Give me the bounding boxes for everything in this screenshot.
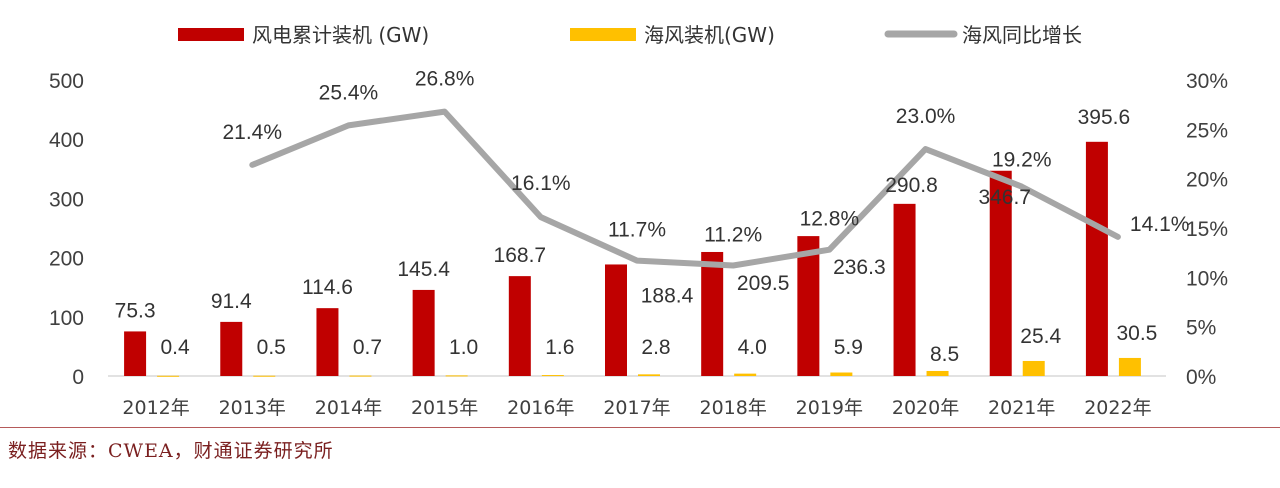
- offshore-capacity-value: 25.4: [1020, 325, 1061, 348]
- category-label: 2018年: [700, 397, 767, 419]
- category-label: 2017年: [603, 397, 670, 419]
- category-axis: 2012年 2013年 2014年 2015年 2016年 2017年 2018年 2019年…: [122, 397, 1151, 419]
- legend: 风电累计装机 (GW) 海风装机(GW) 海风同比增长: [178, 23, 1082, 47]
- cumulative-capacity-value: 188.4: [641, 284, 694, 307]
- left-tick-label: 100: [49, 307, 84, 330]
- cumulative-capacity-bar: [124, 331, 147, 376]
- cumulative-capacity-bar: [989, 170, 1012, 376]
- right-axis: 0% 5% 10% 15% 20% 25% 30%: [1186, 70, 1228, 389]
- right-tick-label: 15%: [1186, 218, 1228, 241]
- cumulative-capacity-bar: [893, 203, 916, 376]
- source-note: 数据来源：CWEA，财通证券研究所: [8, 440, 334, 462]
- offshore-capacity-bar: [541, 375, 564, 377]
- cumulative-capacity-bar: [605, 264, 627, 376]
- left-tick-label: 0: [72, 366, 84, 389]
- cumulative-capacity-bar: [220, 321, 243, 376]
- offshore-capacity-bar: [830, 372, 853, 376]
- legend-label-cumulative-capacity: 风电累计装机 (GW): [252, 23, 429, 47]
- offshore-capacity-labels: 0.4 0.5 0.7 1.0 1.6 2.8 4.0 5.9 8.5 25.4 30.5: [160, 322, 1157, 366]
- offshore-capacity-bar: [253, 375, 276, 377]
- offshore-growth-value: 21.4%: [222, 121, 282, 144]
- cumulative-capacity-value: 236.3: [833, 256, 886, 279]
- offshore-capacity-value: 8.5: [930, 343, 959, 366]
- offshore-growth-value: 23.0%: [896, 105, 956, 128]
- offshore-capacity-value: 1.0: [449, 336, 478, 359]
- offshore-growth-value: 16.1%: [511, 172, 571, 195]
- cumulative-capacity-value: 290.8: [885, 174, 938, 197]
- category-label: 2014年: [315, 397, 382, 419]
- offshore-growth-value: 11.7%: [608, 219, 666, 242]
- combo-chart: 风电累计装机 (GW) 海风装机(GW) 海风同比增长 0 100 200 300 40…: [49, 23, 1228, 419]
- offshore-capacity-bar: [926, 370, 949, 376]
- offshore-growth-line-path: [249, 108, 1121, 269]
- offshore-capacity-bar: [1022, 360, 1045, 376]
- cumulative-capacity-value: 209.5: [737, 272, 790, 295]
- legend-swatch-cumulative-capacity: [178, 28, 244, 41]
- offshore-growth-value: 26.8%: [415, 68, 475, 91]
- right-tick-label: 30%: [1186, 70, 1228, 93]
- offshore-capacity-bar: [638, 374, 660, 376]
- left-tick-label: 500: [49, 70, 84, 93]
- offshore-capacity-value: 0.5: [257, 336, 286, 359]
- cumulative-capacity-value: 346.7: [978, 186, 1031, 209]
- category-label: 2019年: [796, 397, 863, 419]
- offshore-capacity-bars: [157, 357, 1141, 377]
- offshore-capacity-bar: [734, 373, 757, 376]
- offshore-growth-value: 11.2%: [704, 223, 762, 246]
- cumulative-capacity-bar: [1085, 141, 1108, 376]
- cumulative-capacity-bars: [124, 141, 1108, 376]
- category-label: 2022年: [1084, 397, 1151, 419]
- right-tick-label: 5%: [1186, 317, 1216, 340]
- left-tick-label: 400: [49, 129, 84, 152]
- cumulative-capacity-bar: [701, 251, 724, 376]
- cumulative-capacity-value: 395.6: [1078, 106, 1131, 129]
- offshore-growth-value: 14.1%: [1130, 213, 1190, 236]
- category-label: 2013年: [219, 397, 286, 419]
- cumulative-capacity-bar: [797, 236, 820, 376]
- cumulative-capacity-value: 168.7: [494, 244, 547, 267]
- offshore-growth-labels: 21.4% 25.4% 26.8% 16.1% 11.7% 11.2% 12.8% 23.0%…: [222, 68, 1189, 247]
- legend-label-offshore-growth: 海风同比增长: [962, 23, 1082, 47]
- offshore-growth-value: 12.8%: [800, 208, 860, 231]
- offshore-capacity-bar: [445, 375, 468, 377]
- source-separator: [0, 427, 1280, 428]
- left-axis: 0 100 200 300 400 500: [49, 70, 84, 389]
- offshore-growth-value: 19.2%: [992, 149, 1052, 172]
- offshore-capacity-value: 4.0: [738, 336, 767, 359]
- offshore-capacity-value: 5.9: [834, 336, 863, 359]
- legend-label-offshore-capacity: 海风装机(GW): [644, 23, 775, 47]
- offshore-growth-line: [249, 108, 1121, 269]
- legend-swatch-offshore-capacity: [570, 28, 636, 41]
- cumulative-capacity-bar: [508, 276, 531, 376]
- cumulative-capacity-bar: [316, 308, 339, 376]
- cumulative-capacity-value: 91.4: [211, 290, 252, 313]
- offshore-capacity-value: 0.4: [160, 336, 190, 359]
- cumulative-capacity-value: 145.4: [397, 258, 450, 281]
- offshore-capacity-bar: [157, 375, 180, 377]
- offshore-capacity-value: 0.7: [353, 336, 382, 359]
- right-tick-label: 25%: [1186, 119, 1228, 142]
- category-label: 2020年: [892, 397, 959, 419]
- cumulative-capacity-labels: 75.3 91.4 114.6 145.4 168.7 188.4 209.5 236.3 29…: [115, 106, 1131, 323]
- offshore-capacity-value: 2.8: [641, 336, 670, 359]
- category-label: 2021年: [988, 397, 1055, 419]
- left-tick-label: 200: [49, 248, 84, 271]
- right-tick-label: 10%: [1186, 267, 1228, 290]
- offshore-capacity-bar: [1118, 357, 1141, 376]
- cumulative-capacity-value: 75.3: [115, 299, 156, 322]
- category-label: 2012年: [122, 397, 189, 419]
- cumulative-capacity-value: 114.6: [302, 276, 353, 299]
- right-tick-label: 20%: [1186, 169, 1228, 192]
- offshore-capacity-bar: [349, 375, 372, 377]
- offshore-capacity-value: 1.6: [545, 336, 574, 359]
- category-label: 2016年: [507, 397, 574, 419]
- left-tick-label: 300: [49, 188, 84, 211]
- right-tick-label: 0%: [1186, 366, 1216, 389]
- offshore-capacity-value: 30.5: [1116, 322, 1157, 345]
- offshore-growth-value: 25.4%: [319, 81, 379, 104]
- cumulative-capacity-bar: [412, 289, 435, 376]
- category-label: 2015年: [411, 397, 478, 419]
